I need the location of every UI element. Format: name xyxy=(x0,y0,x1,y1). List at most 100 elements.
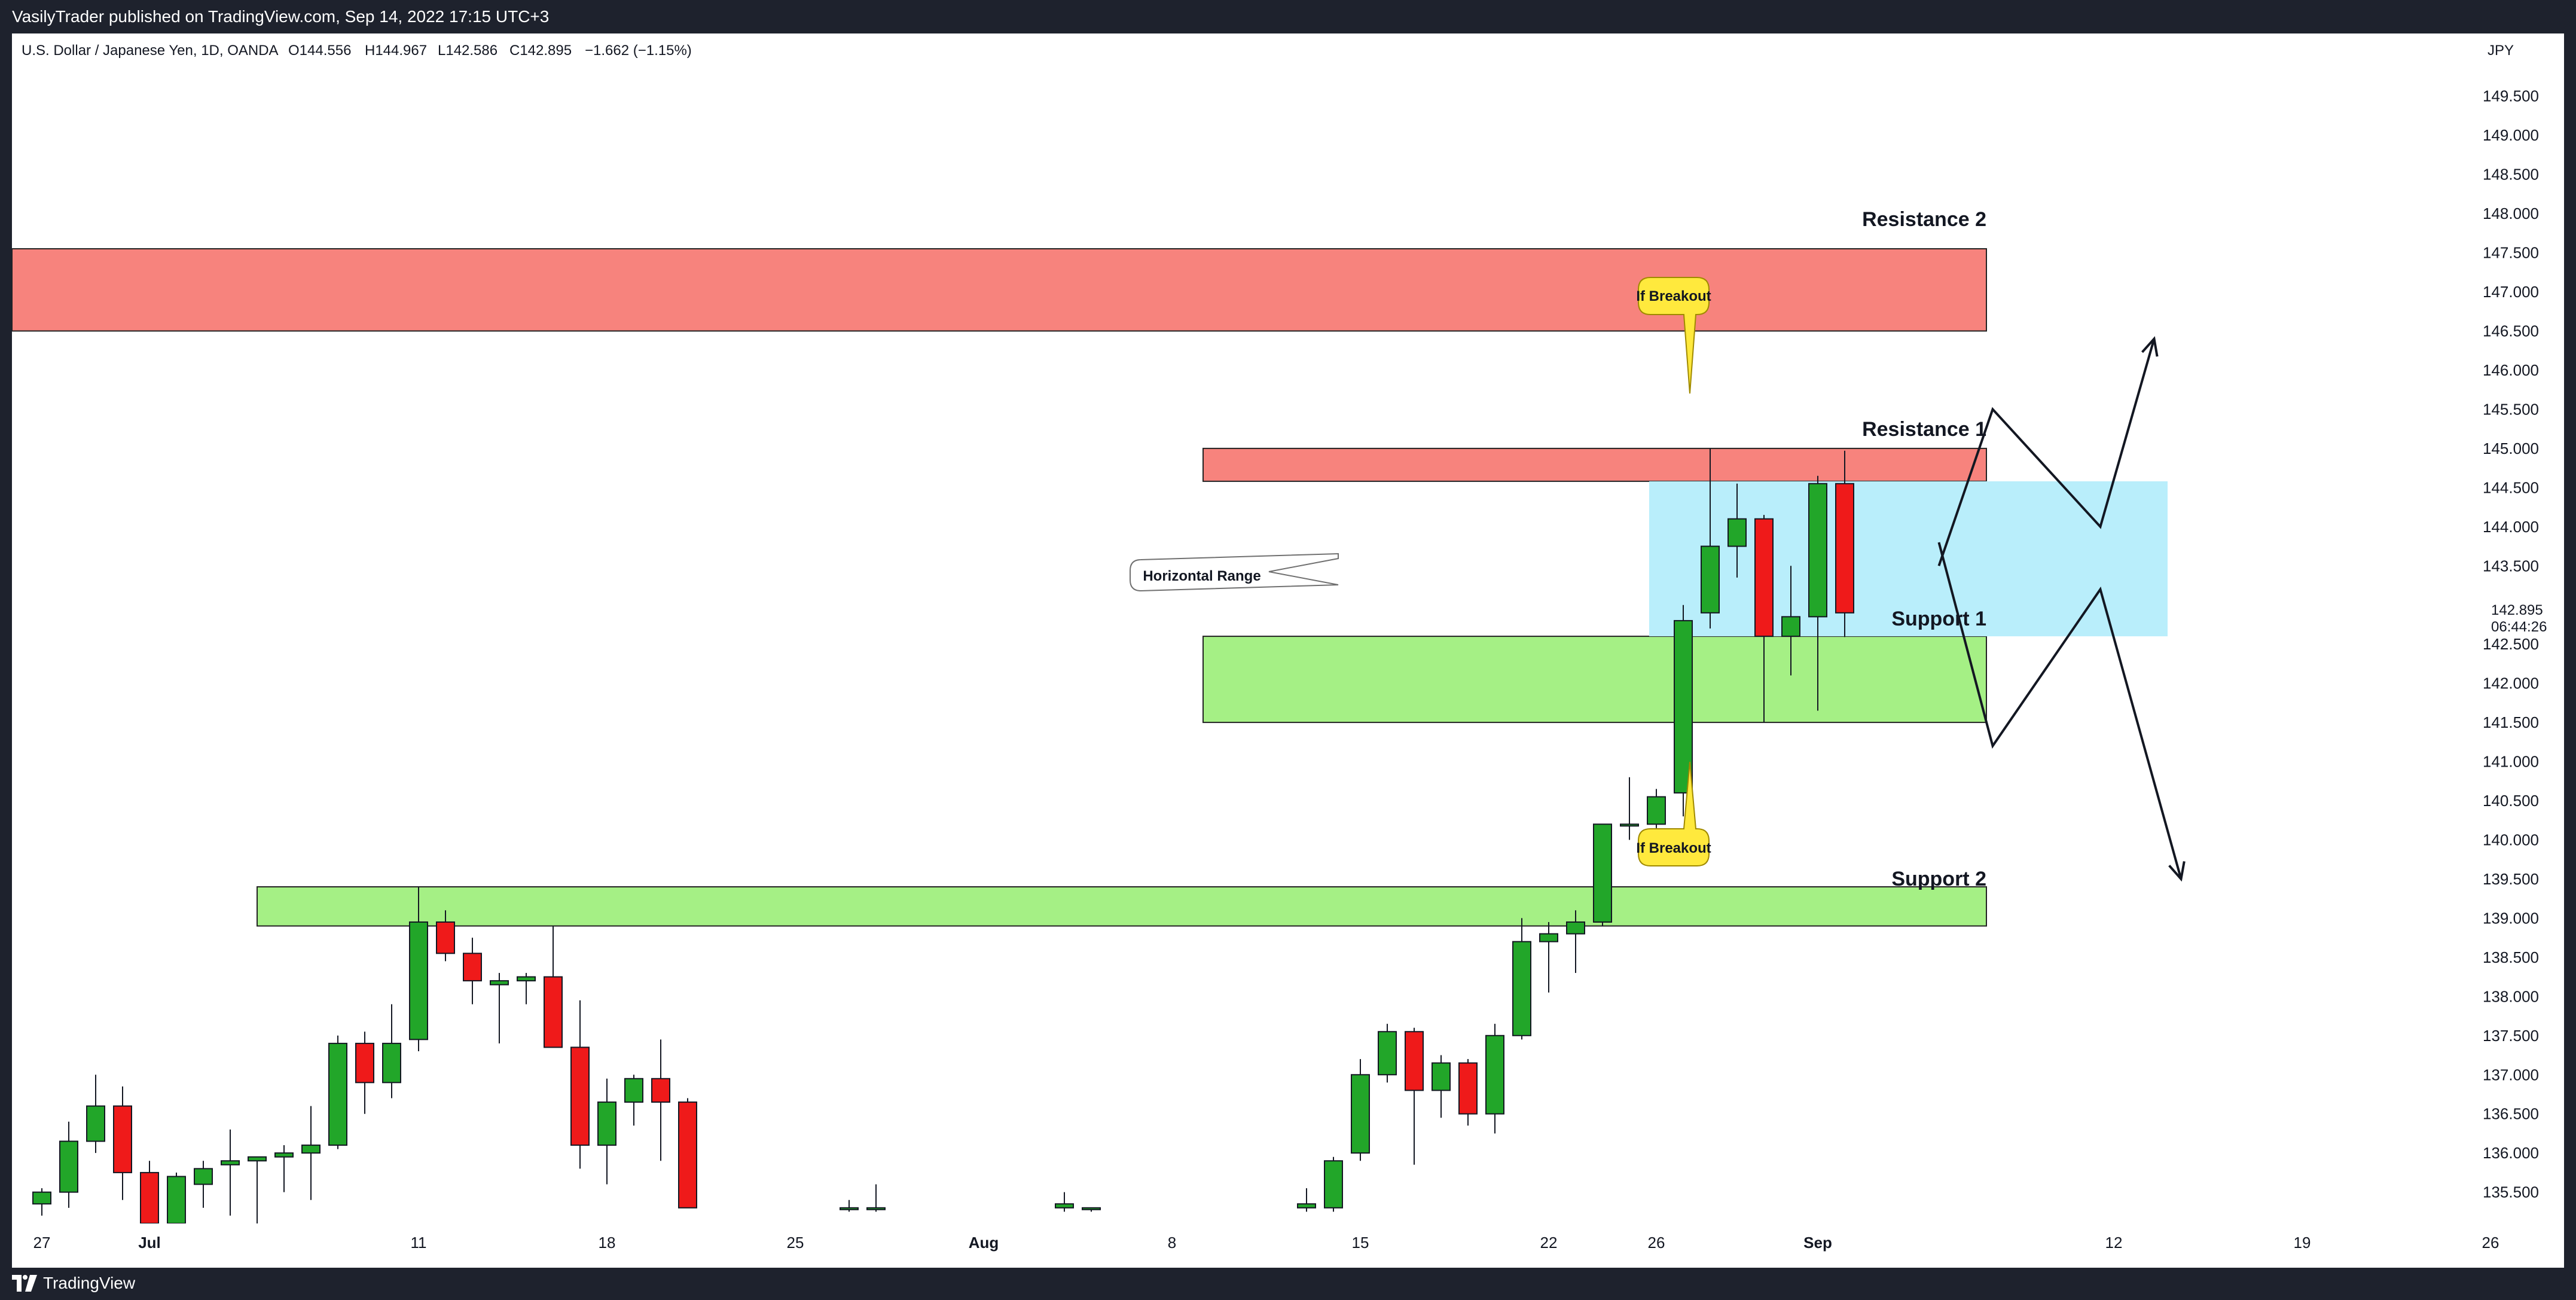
breakout-label-lower: If Breakout xyxy=(1636,840,1711,856)
candle-17[interactable] xyxy=(490,973,509,1043)
candle-56[interactable] xyxy=(1539,921,1558,993)
candle-body xyxy=(355,1042,374,1084)
breakout-label-upper: If Breakout xyxy=(1636,288,1711,304)
y-tick-label: 145.000 xyxy=(2483,440,2539,457)
scenario-down-path-arrowhead xyxy=(2168,861,2186,882)
candle-body xyxy=(1808,483,1827,618)
candle-38[interactable] xyxy=(1055,1192,1074,1212)
candle-23[interactable] xyxy=(651,1039,670,1161)
candle-51[interactable] xyxy=(1405,1027,1424,1165)
candles-layer xyxy=(32,448,1854,1232)
candle-body xyxy=(409,921,428,1040)
candle-18[interactable] xyxy=(517,973,536,1005)
candle-4[interactable] xyxy=(140,1161,159,1232)
candle-10[interactable] xyxy=(301,1106,321,1200)
candle-15[interactable] xyxy=(436,910,455,962)
candle-8[interactable] xyxy=(248,1156,267,1223)
candle-22[interactable] xyxy=(624,1075,643,1126)
candle-52[interactable] xyxy=(1432,1055,1451,1118)
y-tick-label: 137.000 xyxy=(2483,1066,2539,1084)
candle-19[interactable] xyxy=(544,926,563,1048)
breakout-callout-upper[interactable]: If Breakout xyxy=(1636,277,1711,394)
candle-66[interactable] xyxy=(1808,475,1827,711)
y-tick-label: 136.000 xyxy=(2483,1144,2539,1162)
candle-body xyxy=(59,1140,78,1193)
y-tick-label: 141.500 xyxy=(2483,713,2539,731)
x-tick-label: Aug xyxy=(969,1234,999,1252)
candle-48[interactable] xyxy=(1324,1156,1343,1212)
candle-20[interactable] xyxy=(570,1000,590,1169)
candle-24[interactable] xyxy=(678,1098,697,1209)
x-tick-label: 18 xyxy=(599,1234,616,1252)
y-tick-label: 143.500 xyxy=(2483,557,2539,575)
candle-59[interactable] xyxy=(1620,777,1639,840)
candle-2[interactable] xyxy=(86,1075,105,1153)
price-badge-countdown: 06:44:26 xyxy=(2491,619,2547,635)
candle-49[interactable] xyxy=(1351,1059,1370,1161)
candle-body xyxy=(1405,1031,1424,1091)
y-tick-label: 144.000 xyxy=(2483,518,2539,536)
candle-7[interactable] xyxy=(221,1129,240,1216)
chart-frame[interactable]: 135.500 136.000 136.500 137.000 137.500 138.0… xyxy=(12,33,2564,1268)
zone-label-support-2: Support 2 xyxy=(1891,868,1986,890)
y-tick-label: 141.000 xyxy=(2483,753,2539,771)
candle-body xyxy=(301,1145,321,1154)
candle-63[interactable] xyxy=(1727,483,1747,578)
candle-1[interactable] xyxy=(59,1121,78,1208)
candle-50[interactable] xyxy=(1378,1024,1397,1083)
y-tick-label: 142.500 xyxy=(2483,635,2539,653)
candle-body xyxy=(1378,1031,1397,1076)
x-tick-label: Jul xyxy=(138,1234,161,1252)
candle-body xyxy=(1566,921,1585,935)
y-tick-label: 144.500 xyxy=(2483,478,2539,496)
scenario-up-path-arrowhead xyxy=(2141,336,2159,357)
candle-54[interactable] xyxy=(1485,1024,1504,1134)
y-tick-label: 148.000 xyxy=(2483,205,2539,222)
candle-53[interactable] xyxy=(1458,1059,1478,1126)
candle-body xyxy=(597,1101,616,1146)
candle-13[interactable] xyxy=(382,1004,401,1098)
candle-11[interactable] xyxy=(328,1035,347,1149)
candle-5[interactable] xyxy=(167,1172,186,1232)
candle-31[interactable] xyxy=(866,1184,886,1212)
candle-6[interactable] xyxy=(194,1161,213,1208)
publish-header: VasilyTrader published on TradingView.co… xyxy=(0,0,2576,33)
candle-16[interactable] xyxy=(463,938,482,1005)
scenario-down-path xyxy=(1937,542,2183,880)
zone-resistance1[interactable] xyxy=(1202,447,1987,482)
breakout-callout-lower[interactable]: If Breakout xyxy=(1636,761,1711,866)
candle-21[interactable] xyxy=(597,1078,616,1185)
horizontal-range-callout[interactable]: Horizontal Range xyxy=(1130,553,1339,592)
candle-body xyxy=(1620,823,1639,827)
zone-label-support-1: Support 1 xyxy=(1891,608,1986,630)
candle-9[interactable] xyxy=(274,1145,294,1192)
candle-body xyxy=(1432,1062,1451,1091)
candle-body xyxy=(32,1191,51,1205)
candle-body xyxy=(1485,1034,1504,1115)
candle-14[interactable] xyxy=(409,887,428,1051)
candle-12[interactable] xyxy=(355,1032,374,1114)
y-tick-label: 140.000 xyxy=(2483,831,2539,849)
candle-0[interactable] xyxy=(32,1188,51,1216)
candle-47[interactable] xyxy=(1297,1188,1316,1212)
candle-30[interactable] xyxy=(840,1200,859,1212)
candle-58[interactable] xyxy=(1593,823,1612,926)
candle-60[interactable] xyxy=(1647,789,1666,828)
candle-64[interactable] xyxy=(1754,515,1774,723)
candle-55[interactable] xyxy=(1512,918,1531,1040)
zone-label-resistance-2: Resistance 2 xyxy=(1862,208,1986,231)
x-tick-label: 11 xyxy=(411,1234,427,1252)
candle-3[interactable] xyxy=(113,1086,132,1200)
candle-62[interactable] xyxy=(1701,448,1720,628)
tradingview-brand[interactable]: TradingView xyxy=(12,1274,135,1293)
candlestick-chart[interactable]: 135.500 136.000 136.500 137.000 137.500 138.0… xyxy=(12,33,2564,1268)
candle-67[interactable] xyxy=(1835,450,1854,637)
candle-65[interactable] xyxy=(1781,566,1800,676)
zone-support2[interactable] xyxy=(257,886,1987,927)
candle-body xyxy=(1781,616,1800,637)
candle-body xyxy=(1593,823,1612,923)
candle-57[interactable] xyxy=(1566,910,1585,974)
zone-support1[interactable] xyxy=(1202,636,1987,724)
candle-39[interactable] xyxy=(1082,1207,1101,1212)
price-badge-background xyxy=(2488,599,2547,637)
